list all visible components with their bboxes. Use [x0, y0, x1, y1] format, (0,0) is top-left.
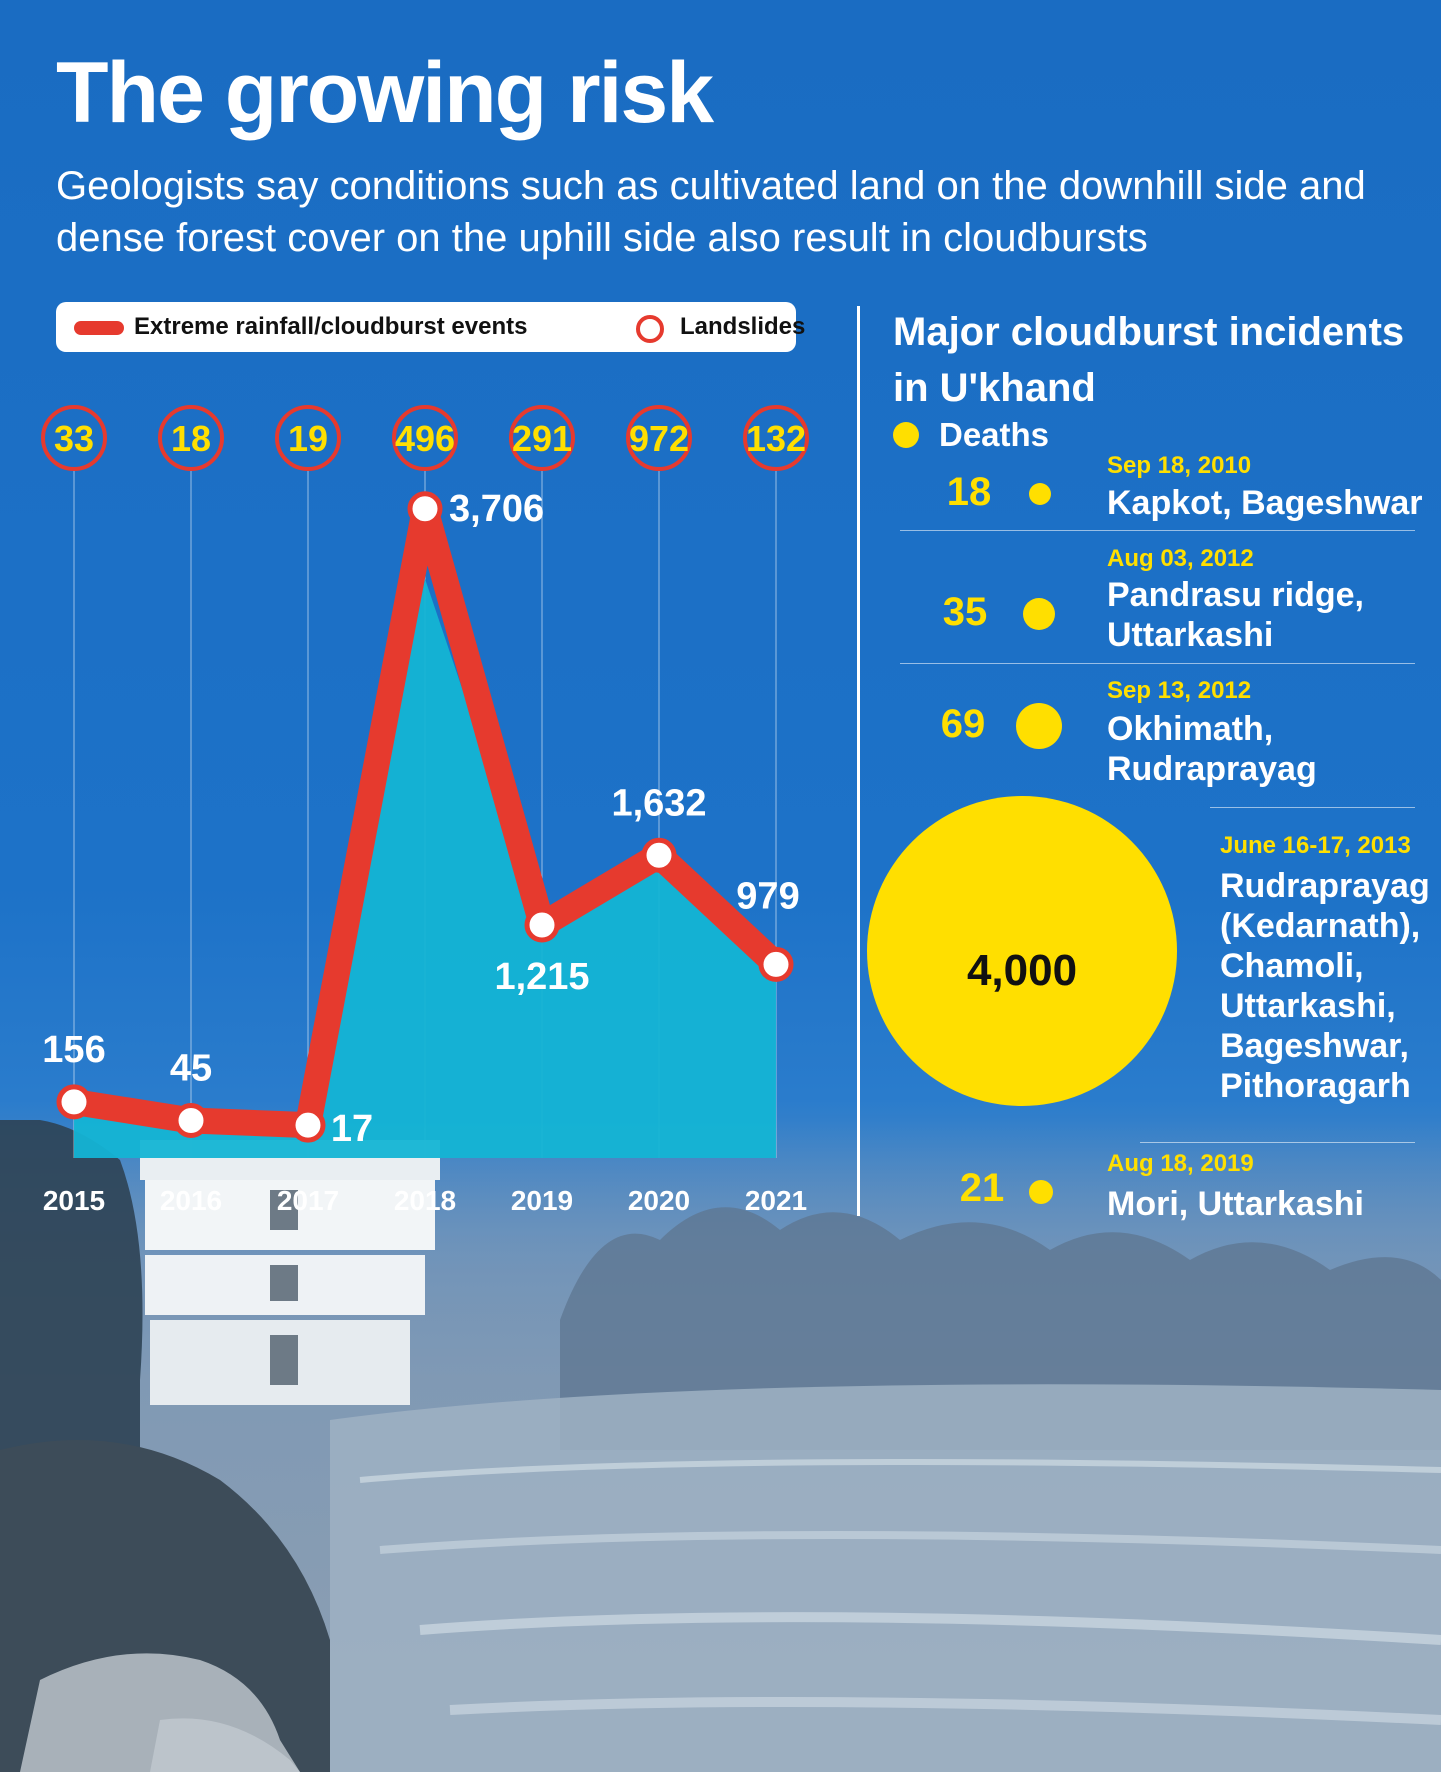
incident-place: Mori, Uttarkashi [1107, 1185, 1364, 1223]
panel-divider [857, 306, 860, 1216]
rainfall-point [173, 1102, 209, 1138]
rainfall-point [56, 1084, 92, 1120]
incident-separator [900, 530, 1415, 531]
incident-separator [1210, 807, 1415, 808]
landslide-value-label: 132 [746, 418, 806, 459]
incident-place: Rudraprayag (Kedarnath), Chamoli, Uttark… [1220, 867, 1430, 1105]
rainfall-value-label: 1,632 [611, 782, 706, 824]
line-chart: 156 45 17 3,706 1,215 1,632 979 33 18 19 496 291 972… [41, 405, 809, 1216]
incident-separator [900, 663, 1415, 664]
incident-bubble [1023, 598, 1055, 630]
landslide-circle [275, 405, 341, 471]
incident-place: Okhimath, Rudraprayag [1107, 710, 1317, 788]
incident-date: Sep 18, 2010 [1107, 452, 1252, 479]
rainfall-point [290, 1107, 326, 1143]
rainfall-value-label: 156 [42, 1029, 105, 1071]
incident-bubble [1029, 483, 1051, 505]
x-tick-label: 2015 [43, 1185, 105, 1216]
landslide-circle [626, 405, 692, 471]
landslide-value-label: 972 [629, 418, 689, 459]
landslide-value-label: 19 [288, 418, 328, 459]
incident-bubble [1016, 703, 1062, 749]
landslide-circle [41, 405, 107, 471]
rainfall-value-label: 17 [331, 1108, 373, 1150]
incident-deaths: 18 [946, 470, 992, 514]
x-tick-label: 2019 [511, 1185, 573, 1216]
incident-date: Aug 18, 2019 [1107, 1150, 1254, 1177]
legend-circle-swatch [636, 315, 664, 343]
incident-deaths: 4,000 [966, 946, 1078, 995]
chart-legend: Extreme rainfall/cloudburst events Lands… [56, 302, 805, 352]
landslide-circle [392, 405, 458, 471]
incident-place: Kapkot, Bageshwar [1107, 484, 1423, 522]
x-tick-label: 2021 [745, 1185, 807, 1216]
landslide-value-label: 496 [395, 418, 455, 459]
area-fill [74, 578, 776, 1158]
legend-line-swatch [74, 321, 124, 335]
incident-deaths: 21 [959, 1166, 1005, 1210]
rainfall-point [407, 491, 443, 527]
incident-separator [1140, 1142, 1415, 1143]
incident-date: Sep 13, 2012 [1107, 677, 1252, 704]
incident-deaths: 69 [940, 702, 986, 746]
flood-scene-image [0, 1120, 1441, 1772]
landslide-circle [743, 405, 809, 471]
x-tick-label: 2020 [628, 1185, 690, 1216]
legend-label-landslides: Landslides [680, 313, 806, 340]
incident-bubble [1029, 1180, 1053, 1204]
x-tick-label: 2018 [394, 1185, 456, 1216]
page-title: The growing risk [56, 45, 714, 141]
rainfall-value-label: 45 [170, 1047, 212, 1089]
rainfall-point [524, 907, 560, 943]
rainfall-point [641, 837, 677, 873]
rainfall-value-label: 3,706 [449, 488, 544, 530]
deaths-key-label: Deaths [939, 416, 1050, 453]
incidents-title: Major cloudburst incidents in U'khand [893, 310, 1405, 410]
landslide-circle [158, 405, 224, 471]
incident-bubble-large [867, 796, 1177, 1106]
incident-date: June 16-17, 2013 [1220, 832, 1411, 859]
rainfall-value-label: 1,215 [494, 956, 589, 998]
x-tick-label: 2016 [160, 1185, 222, 1216]
incident-date: Aug 03, 2012 [1107, 545, 1254, 572]
landslide-circle [509, 405, 575, 471]
landslide-value-label: 33 [54, 418, 94, 459]
legend-label-rainfall: Extreme rainfall/cloudburst events [134, 313, 528, 340]
landslide-value-label: 18 [171, 418, 211, 459]
rainfall-point [758, 946, 794, 982]
incident-deaths: 35 [942, 590, 988, 634]
rainfall-value-label: 979 [736, 875, 799, 917]
incident-place: Pandrasu ridge, Uttarkashi [1107, 576, 1364, 654]
deaths-key-dot [893, 422, 919, 448]
landslide-value-label: 291 [512, 418, 572, 459]
page-subtitle: Geologists say conditions such as cultiv… [56, 164, 1366, 260]
x-tick-label: 2017 [277, 1185, 339, 1216]
